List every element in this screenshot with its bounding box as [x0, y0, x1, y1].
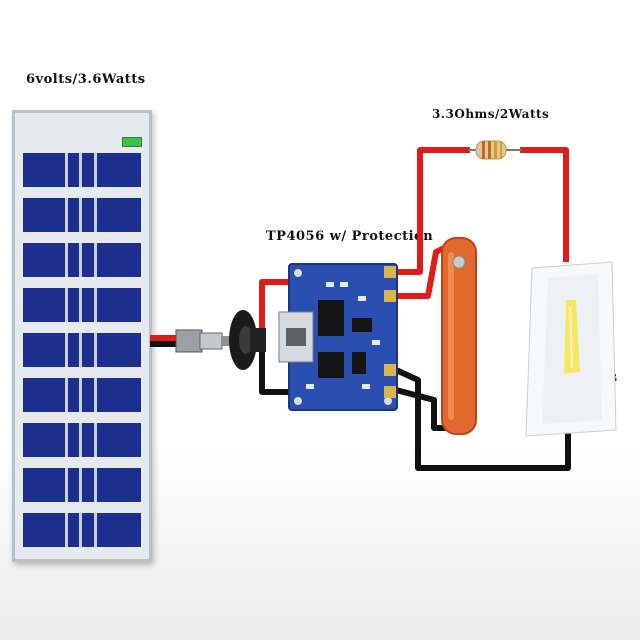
solar-cell — [82, 243, 97, 277]
charger-label: TP4056 w/ Protection — [266, 229, 434, 244]
jack-negative-wire — [259, 348, 290, 395]
panel-indicator — [122, 137, 142, 147]
solar-cell-row — [23, 333, 141, 367]
dc-plug-icon — [175, 329, 231, 353]
solar-cell — [82, 333, 97, 367]
solar-cell — [68, 288, 82, 322]
solar-cell-row — [23, 378, 141, 412]
solar-cell — [68, 243, 82, 277]
solar-cell — [68, 153, 82, 187]
solar-cell-row — [23, 153, 141, 187]
solar-cell — [23, 378, 68, 412]
charger-board-icon — [278, 263, 398, 411]
solar-cell — [23, 468, 68, 502]
resistor-right-wire — [545, 147, 569, 262]
solar-cell — [82, 153, 97, 187]
solar-cell-row — [23, 288, 141, 322]
solar-cell — [23, 198, 68, 232]
solar-cell-row — [23, 243, 141, 277]
solar-cell — [23, 243, 68, 277]
dc-jack-icon — [229, 310, 266, 370]
solar-panel-label: 6volts/3.6Watts — [26, 72, 146, 87]
battery-icon — [441, 237, 477, 435]
solar-cell — [68, 468, 82, 502]
solar-cell — [23, 423, 68, 457]
jack-positive-wire — [259, 279, 290, 330]
solar-cell-row — [23, 198, 141, 232]
solar-cell — [68, 423, 82, 457]
resistor-label: 3.3Ohms/2Watts — [432, 107, 550, 121]
solar-cell — [68, 378, 82, 412]
solar-cell — [82, 423, 97, 457]
solar-cell — [23, 288, 68, 322]
battery-negative-wire — [395, 387, 452, 431]
solar-cell — [68, 333, 82, 367]
resistor-left-wire — [396, 147, 445, 275]
solar-cell — [68, 513, 82, 547]
solar-cell — [82, 513, 97, 547]
solar-cell — [82, 378, 97, 412]
led-negative-wire — [394, 367, 571, 471]
solar-cell-row — [23, 513, 141, 547]
protection-chip — [318, 352, 344, 378]
solar-cell — [23, 153, 68, 187]
negative-wires — [150, 341, 571, 471]
solar-cell — [23, 333, 68, 367]
solar-cell — [82, 288, 97, 322]
solar-cell-row — [23, 423, 141, 457]
solar-cell — [68, 198, 82, 232]
solar-cell — [23, 513, 68, 547]
solar-cell-row — [23, 468, 141, 502]
solar-cell — [82, 468, 97, 502]
solar-cell — [82, 198, 97, 232]
charger-chip — [318, 300, 344, 336]
resistor-icon — [444, 140, 546, 160]
cob-led-icon — [525, 261, 617, 437]
